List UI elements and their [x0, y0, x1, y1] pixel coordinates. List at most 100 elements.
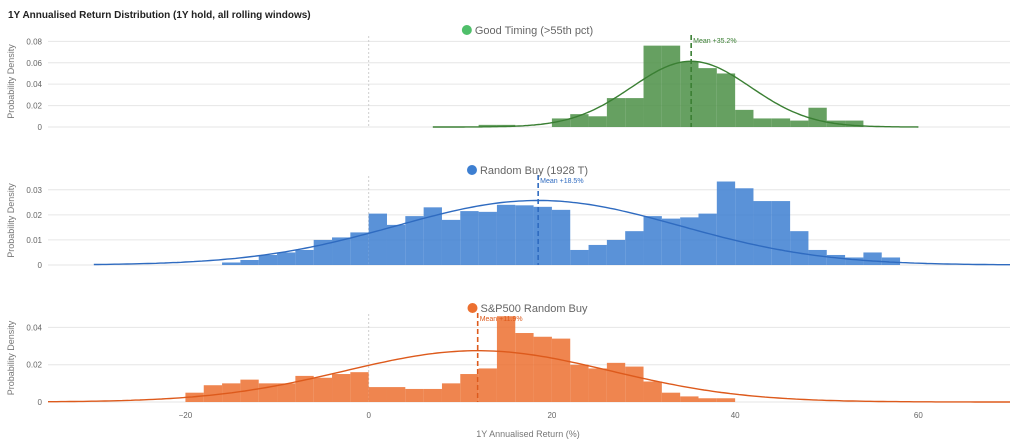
- histogram-bar: [753, 201, 772, 265]
- histogram-bar: [698, 68, 717, 127]
- y-tick-label: 0: [38, 123, 43, 132]
- histogram-bar: [588, 244, 607, 265]
- y-axis-title: Probability Density: [6, 44, 16, 119]
- histogram-bar: [863, 252, 882, 265]
- histogram-bar: [405, 216, 424, 265]
- panel-title: S&P500 Random Buy: [480, 303, 588, 315]
- x-axis-title: 1Y Annualised Return (%): [476, 429, 579, 439]
- density-curve: [93, 199, 1010, 266]
- histogram-bar: [570, 249, 589, 265]
- histogram-bar: [441, 219, 461, 265]
- x-tick-label: 0: [366, 411, 371, 420]
- histogram-bar: [460, 374, 479, 402]
- histogram-bar: [588, 368, 607, 402]
- histogram-bar: [258, 254, 278, 265]
- histogram-bar: [478, 211, 497, 265]
- histogram-bar: [643, 45, 662, 127]
- histogram-bar: [441, 383, 461, 402]
- histogram-bar: [881, 257, 901, 265]
- y-tick-label: 0.02: [26, 211, 42, 220]
- histogram-bar: [332, 237, 351, 265]
- histogram-bar: [533, 206, 552, 265]
- histogram-bar: [240, 259, 259, 265]
- density-curve: [432, 60, 919, 128]
- histogram-bar: [625, 366, 644, 402]
- histogram-bar: [771, 201, 791, 265]
- histogram-bar: [698, 398, 717, 402]
- histogram-bar: [295, 375, 314, 402]
- y-tick-label: 0.02: [26, 102, 42, 111]
- histogram-bar: [643, 381, 662, 402]
- histogram-bar: [551, 118, 571, 127]
- histogram-bar: [533, 336, 552, 402]
- histogram-bar: [350, 232, 369, 265]
- histogram-bar: [551, 338, 571, 402]
- histogram-bar: [680, 217, 699, 265]
- y-tick-label: 0.02: [26, 361, 42, 370]
- histogram-bar: [661, 392, 681, 402]
- histogram-bar: [606, 98, 626, 127]
- legend-dot-icon: [467, 303, 478, 313]
- x-axis: −20 0 20 40 60 1Y Annualised Return (%): [179, 411, 924, 439]
- histogram-bar: [295, 249, 314, 265]
- legend-dot-icon: [461, 25, 472, 35]
- histogram-bar: [496, 204, 516, 265]
- histogram-bar: [808, 107, 827, 127]
- histogram-bar: [423, 207, 442, 265]
- y-tick-label: 0.03: [26, 186, 42, 195]
- histogram-bar: [203, 385, 223, 402]
- histogram-bar: [735, 188, 754, 265]
- histogram-bar: [845, 257, 864, 265]
- histogram-bar: [313, 377, 333, 402]
- panel-good-timing: 0 0.02 0.04 0.06 0.08 Probability Density Mean…: [6, 25, 1010, 132]
- mean-label: Mean +11.9%: [480, 316, 523, 323]
- chart-main-title: 1Y Annualised Return Distribution (1Y ho…: [8, 10, 311, 21]
- histogram-bar: [515, 205, 534, 265]
- histogram-bar: [350, 372, 369, 402]
- histogram-bar: [680, 396, 699, 402]
- panel-random-buy: 0 0.01 0.02 0.03 Probability Density Mean +18…: [6, 165, 1010, 270]
- histogram-bar: [845, 120, 864, 127]
- y-axis-title: Probability Density: [6, 183, 16, 258]
- histogram-bar: [771, 118, 791, 127]
- panel-sp500-random-buy: 0 0.02 0.04 Probability Density Mean +11.9%S…: [6, 303, 1010, 407]
- y-tick-label: 0.04: [26, 323, 42, 332]
- histogram-bar: [753, 118, 772, 127]
- x-tick-label: 40: [731, 411, 740, 420]
- y-tick-label: 0.01: [26, 236, 42, 245]
- histogram-bar: [588, 116, 607, 127]
- histogram-bar: [496, 316, 516, 402]
- histogram-bar: [368, 387, 387, 402]
- histogram-bar: [661, 218, 681, 265]
- histogram-bar: [661, 45, 681, 127]
- y-tick-label: 0: [38, 261, 43, 270]
- histogram-bar: [606, 239, 626, 265]
- histogram-bar: [551, 209, 571, 265]
- histogram-bar: [808, 249, 827, 265]
- histogram-bar: [332, 374, 351, 402]
- mean-label: Mean +35.2%: [693, 38, 736, 45]
- histogram-bar: [368, 213, 387, 265]
- histogram-bar: [790, 231, 809, 265]
- histogram-bar: [222, 262, 241, 265]
- histogram-bar: [386, 224, 406, 265]
- histogram-bar: [716, 73, 736, 127]
- histogram-bar: [460, 211, 479, 265]
- histogram-bar: [735, 109, 754, 127]
- y-axis-title: Probability Density: [6, 320, 16, 395]
- legend-dot-icon: [466, 165, 477, 175]
- histogram-bar: [515, 333, 534, 402]
- histogram-bar: [790, 120, 809, 127]
- histogram-bar: [478, 368, 497, 402]
- x-tick-label: 60: [914, 411, 923, 420]
- histogram-bar: [277, 383, 296, 402]
- histogram-bar: [680, 61, 699, 127]
- histogram-bar: [716, 181, 736, 265]
- histogram-bar: [716, 398, 736, 402]
- histogram-bar: [643, 216, 662, 265]
- y-tick-label: 0.06: [26, 59, 42, 68]
- mean-label: Mean +18.5%: [540, 178, 583, 185]
- histogram-bar: [478, 124, 497, 127]
- density-curve: [48, 350, 1010, 403]
